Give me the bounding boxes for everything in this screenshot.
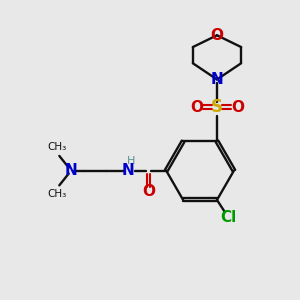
Text: O: O: [211, 28, 224, 43]
Text: O: O: [231, 100, 244, 115]
Text: CH₃: CH₃: [48, 189, 67, 199]
Text: N: N: [64, 163, 77, 178]
Text: H: H: [127, 156, 136, 166]
Text: S: S: [211, 98, 223, 116]
Text: Cl: Cl: [220, 209, 236, 224]
Text: O: O: [142, 184, 155, 199]
Text: O: O: [190, 100, 203, 115]
Text: CH₃: CH₃: [48, 142, 67, 152]
Text: N: N: [122, 163, 134, 178]
Text: N: N: [211, 72, 224, 87]
